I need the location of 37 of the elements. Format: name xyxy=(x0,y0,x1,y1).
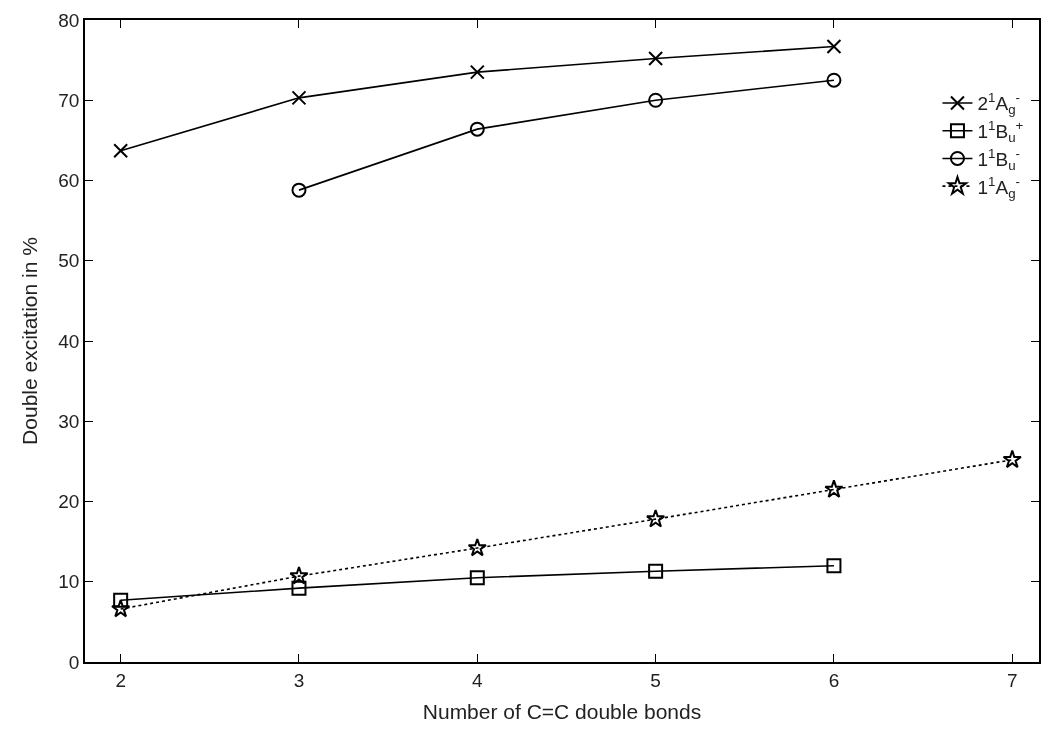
point xyxy=(469,121,485,137)
point xyxy=(469,64,485,80)
x-tick-label: 6 xyxy=(828,669,840,691)
point xyxy=(826,38,842,54)
point xyxy=(1002,449,1022,469)
point xyxy=(291,90,307,106)
y-tick-label: 80 xyxy=(58,9,80,31)
point xyxy=(113,143,129,159)
point xyxy=(111,598,131,618)
point xyxy=(291,580,307,596)
x-tick-label: 7 xyxy=(1006,669,1018,691)
point xyxy=(645,509,666,528)
x-tick-label: 2 xyxy=(115,669,126,691)
x-tick-label: 4 xyxy=(472,669,484,691)
point xyxy=(291,182,307,198)
x-tick-label: 5 xyxy=(650,669,661,691)
y-tick-label: 30 xyxy=(58,410,80,432)
y-axis-title: Double excitation in % xyxy=(17,237,41,445)
point xyxy=(826,72,842,88)
y-tick-label: 0 xyxy=(68,651,80,673)
point xyxy=(289,566,309,585)
y-tick-label: 10 xyxy=(58,571,80,593)
point xyxy=(824,479,844,498)
point xyxy=(469,570,485,586)
point xyxy=(648,563,664,579)
y-tick-label: 50 xyxy=(58,250,80,272)
y-tick-label: 40 xyxy=(58,330,80,352)
point xyxy=(826,558,842,574)
point xyxy=(467,537,487,557)
y-tick-label: 60 xyxy=(58,170,80,192)
point xyxy=(113,592,129,608)
x-tick-label: 3 xyxy=(293,669,305,691)
point xyxy=(648,92,664,108)
point xyxy=(648,51,664,67)
x-axis-title: Number of C=C double bonds xyxy=(422,700,702,724)
y-tick-label: 70 xyxy=(58,89,80,111)
y-tick-label: 20 xyxy=(58,491,80,513)
